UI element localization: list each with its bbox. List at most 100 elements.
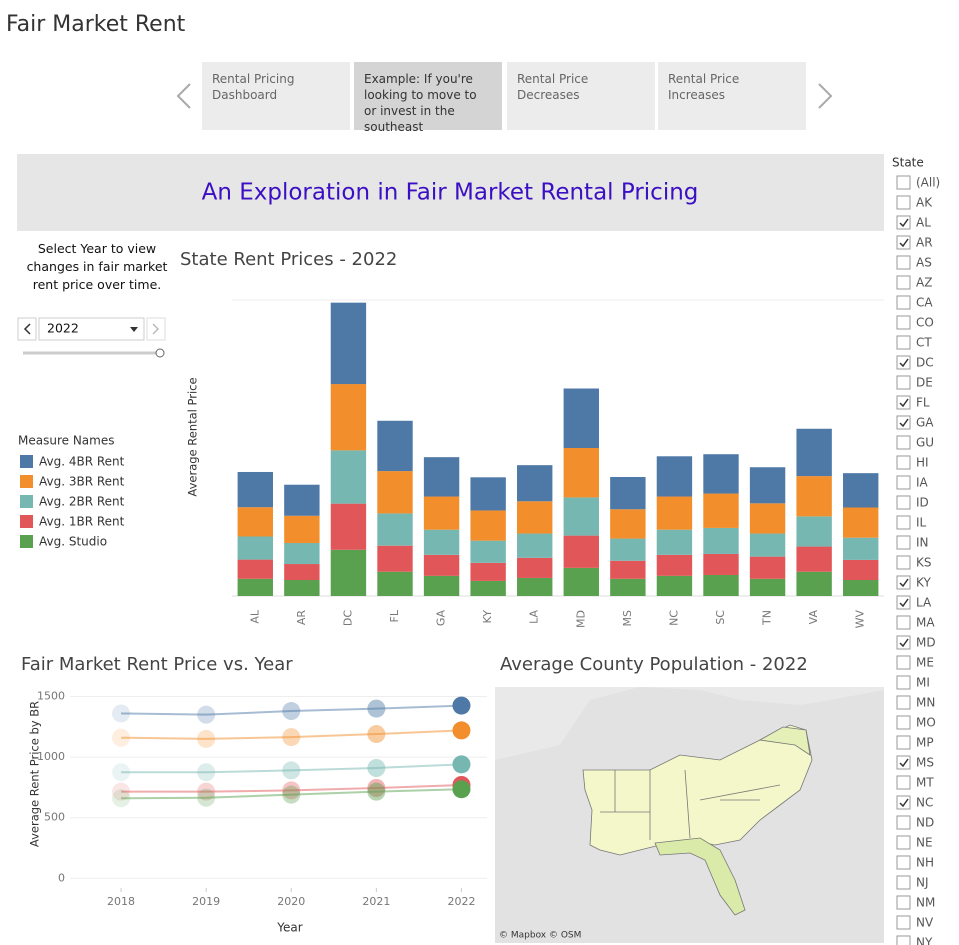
- state-option[interactable]: LA: [916, 596, 932, 610]
- checkbox[interactable]: [896, 315, 911, 330]
- checkbox[interactable]: [896, 275, 911, 290]
- point: [452, 721, 471, 740]
- state-option[interactable]: MD: [916, 636, 936, 650]
- year-value: 2022: [47, 321, 79, 336]
- state-option[interactable]: MN: [916, 696, 935, 710]
- checkbox[interactable]: [896, 355, 911, 370]
- bar-segment: [563, 535, 599, 568]
- checkbox[interactable]: [896, 175, 911, 190]
- checkbox[interactable]: [896, 675, 911, 690]
- checkbox[interactable]: [896, 815, 911, 830]
- checkbox[interactable]: [896, 535, 911, 550]
- checkbox[interactable]: [896, 595, 911, 610]
- checkbox[interactable]: [896, 415, 911, 430]
- state-option[interactable]: MS: [916, 756, 934, 770]
- state-option[interactable]: NC: [916, 796, 933, 810]
- state-option[interactable]: IA: [916, 476, 929, 490]
- state-option[interactable]: MO: [916, 716, 936, 730]
- state-option[interactable]: NE: [916, 836, 933, 850]
- checkbox[interactable]: [896, 795, 911, 810]
- state-option[interactable]: CA: [916, 296, 933, 310]
- state-option[interactable]: MT: [916, 776, 934, 790]
- state-option[interactable]: GU: [916, 436, 934, 450]
- checkbox[interactable]: [896, 755, 911, 770]
- checkbox[interactable]: [896, 375, 911, 390]
- checkbox[interactable]: [896, 635, 911, 650]
- checkbox[interactable]: [896, 495, 911, 510]
- checkbox[interactable]: [896, 875, 911, 890]
- bar-segment: [563, 567, 599, 596]
- checkbox[interactable]: [896, 775, 911, 790]
- checkbox[interactable]: [896, 835, 911, 850]
- checkbox[interactable]: [896, 395, 911, 410]
- checkbox[interactable]: [896, 575, 911, 590]
- year-next[interactable]: [146, 317, 166, 341]
- slider-thumb[interactable]: [155, 348, 165, 358]
- point: [197, 782, 216, 801]
- state-option[interactable]: HI: [916, 456, 929, 470]
- prev-arrow[interactable]: [176, 83, 191, 109]
- checkbox[interactable]: [896, 655, 911, 670]
- state-option[interactable]: GA: [916, 416, 934, 430]
- state-option[interactable]: NM: [916, 896, 935, 910]
- checkbox[interactable]: [896, 695, 911, 710]
- checkbox[interactable]: [896, 915, 911, 930]
- state-option[interactable]: AZ: [916, 276, 932, 290]
- point: [452, 755, 471, 774]
- state-option[interactable]: FL: [916, 396, 930, 410]
- state-option[interactable]: AS: [916, 256, 932, 270]
- state-option[interactable]: IN: [916, 536, 929, 550]
- bar-segment: [656, 496, 693, 530]
- checkbox[interactable]: [896, 215, 911, 230]
- checkbox[interactable]: [896, 715, 911, 730]
- checkbox[interactable]: [896, 615, 911, 630]
- state-option[interactable]: CT: [916, 336, 932, 350]
- checkmark: [899, 238, 909, 248]
- state-option[interactable]: AK: [916, 196, 933, 210]
- checkbox[interactable]: [896, 555, 911, 570]
- checkbox[interactable]: [896, 475, 911, 490]
- state-option[interactable]: MI: [916, 676, 930, 690]
- state-option[interactable]: CO: [916, 316, 934, 330]
- checkbox[interactable]: [896, 435, 911, 450]
- state-option[interactable]: MP: [916, 736, 934, 750]
- state-option[interactable]: ND: [916, 816, 934, 830]
- bar-segment: [656, 575, 693, 596]
- year-prev[interactable]: [17, 317, 37, 341]
- checkbox[interactable]: [896, 515, 911, 530]
- checkbox[interactable]: [896, 235, 911, 250]
- y-tick-label: 1000: [37, 750, 65, 763]
- year-dropdown[interactable]: [38, 317, 145, 341]
- checkbox[interactable]: [896, 895, 911, 910]
- state-option[interactable]: ME: [916, 656, 934, 670]
- state-option[interactable]: NH: [916, 856, 934, 870]
- checkbox[interactable]: [896, 935, 911, 945]
- state-option[interactable]: DE: [916, 376, 933, 390]
- state-option[interactable]: DC: [916, 356, 934, 370]
- state-option[interactable]: NY: [916, 936, 933, 945]
- state-option[interactable]: ID: [916, 496, 929, 510]
- next-arrow[interactable]: [818, 83, 833, 109]
- checkbox[interactable]: [896, 195, 911, 210]
- checkbox[interactable]: [896, 735, 911, 750]
- story-tab[interactable]: Rental Price Increases: [658, 62, 806, 130]
- line-chart: 0 500 1000 1500 2018 2019 2020 2021 2022: [37, 689, 487, 908]
- story-tab[interactable]: Example: If you're looking to move to or…: [354, 62, 502, 134]
- state-option[interactable]: KY: [916, 576, 931, 590]
- state-option[interactable]: NJ: [916, 876, 929, 890]
- checkbox[interactable]: [896, 855, 911, 870]
- story-tab[interactable]: Rental Price Decreases: [507, 62, 655, 130]
- state-option[interactable]: KS: [916, 556, 932, 570]
- checkbox[interactable]: [896, 335, 911, 350]
- state-option[interactable]: (All): [916, 176, 940, 190]
- state-option[interactable]: AL: [916, 216, 931, 230]
- state-option[interactable]: NV: [916, 916, 934, 930]
- checkbox[interactable]: [896, 255, 911, 270]
- state-option[interactable]: AR: [916, 236, 933, 250]
- state-option[interactable]: MA: [916, 616, 935, 630]
- checkbox[interactable]: [896, 295, 911, 310]
- story-tab[interactable]: Rental Pricing Dashboard: [202, 62, 350, 130]
- state-option[interactable]: IL: [916, 516, 927, 530]
- checkbox[interactable]: [896, 455, 911, 470]
